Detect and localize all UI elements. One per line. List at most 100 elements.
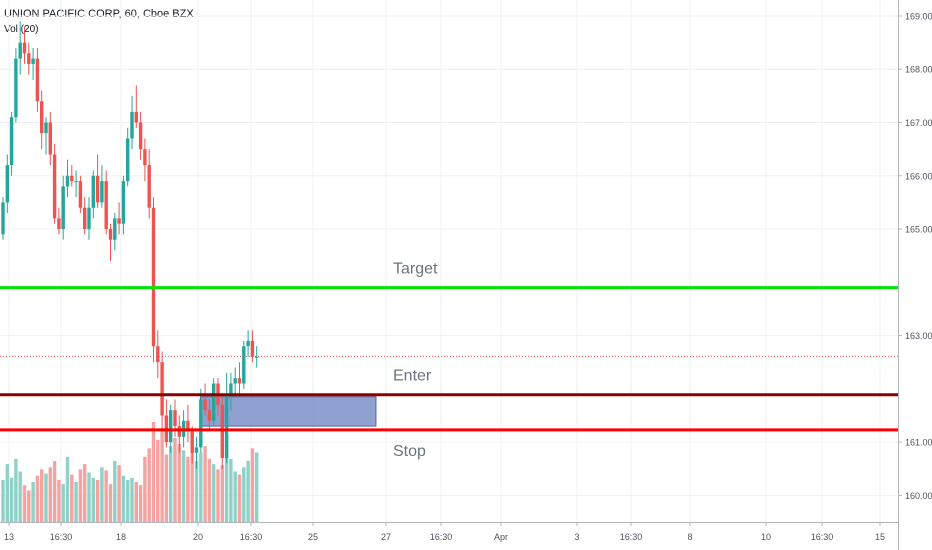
candle-body [250,340,255,357]
volume-bar [9,477,14,522]
volume-indicator-label[interactable]: Vol (20) [4,24,39,35]
volume-bar [237,474,242,522]
volume-bar [87,472,91,522]
volume-bar [83,464,87,522]
volume-bar [233,471,237,522]
candle-body [233,378,237,384]
volume-bar [31,482,35,522]
volume-bar [1,479,5,522]
volume-bar [143,456,147,522]
time-tick-label: 27 [381,532,391,542]
candle-body [9,117,14,166]
volume-bar [151,422,156,522]
volume-bar [78,469,83,522]
price-tick-label: 163.00 [905,331,932,341]
volume-bar [61,484,65,522]
volume-bar [181,450,186,522]
volume-bar [113,460,117,522]
candles [1,21,259,469]
candle-body [14,58,18,118]
volume-bar [186,456,190,522]
volume-bar [255,452,259,522]
time-tick-label: 16:30 [430,532,453,542]
time-tick-label: 18 [116,532,126,542]
volume-bar [134,482,138,522]
volume-bar [108,484,113,522]
price-tick-label: 165.00 [905,225,932,235]
candle-body [255,356,259,358]
volume-bar [65,456,70,522]
volume-bar [40,469,44,522]
time-tick-label: 16:30 [50,532,73,542]
price-tick-label: 169.00 [905,11,932,21]
volume-bar [14,458,18,522]
time-tick-label: 20 [193,532,203,542]
candle-body [57,218,61,230]
candle-body [104,181,108,230]
volume-bar [216,469,220,522]
volume-bar [250,448,255,522]
candle-body [70,175,74,182]
volume-bars [1,422,259,522]
volume-bar [147,448,151,522]
volume-bar [91,477,95,522]
volume-bar [57,479,61,522]
time-tick-label: 13 [4,532,14,542]
candle-body [5,165,9,203]
level-label-target: Target [393,261,438,278]
volume-bar [130,477,134,522]
time-tick-label: 3 [574,532,579,542]
candle-body [74,181,78,183]
candle-body [130,111,134,139]
time-tick-label: 15 [875,532,885,542]
candle-body [78,181,83,208]
candle-body [138,122,143,150]
candle-body [113,218,117,240]
candle-body [121,181,126,224]
candle-body [212,383,216,421]
candle-body [224,394,229,459]
candle-body [117,218,121,224]
volume-bar [52,460,57,522]
volume-bar [224,435,229,522]
candle-body [160,362,164,416]
volume-bar [70,474,74,522]
candle-body [229,383,233,395]
chart-title: UNION PACIFIC CORP, 60, Cboe BZX [4,8,194,20]
volume-bar [199,452,203,522]
candle-body [95,175,100,203]
price-axis: 169.00 168.00 167.00 166.00 165.00 163.00 161.… [898,0,932,550]
candle-body [194,447,199,453]
candle-body [143,149,147,166]
price-axis-bg [898,0,932,550]
volume-bar [35,475,40,522]
volume-bar [194,460,199,522]
volume-bar [164,454,169,522]
candle-body [246,340,250,347]
candle-body [1,202,5,235]
candle-body [237,378,242,384]
time-axis: 13 16:30 18 20 16:30 25 27 16:30 Apr 3 16:30 8 10 16:… [0,522,898,550]
candle-body [61,186,65,230]
volume-bar [121,475,126,522]
candle-body [220,404,224,459]
candle-body [65,175,70,187]
volume-bar [242,467,246,522]
level-label-enter: Enter [393,368,432,385]
volume-bar [173,437,177,522]
candle-body [83,207,87,230]
volume-bar [138,485,143,522]
candle-body [18,42,22,59]
volume-bar [22,485,27,522]
candle-body [40,101,44,134]
candle-body [108,229,113,240]
volume-bar [126,479,130,522]
candle-body [126,138,130,182]
time-tick-label: Apr [494,532,508,542]
candle-body [242,346,246,384]
volume-bar [104,470,108,522]
volume-bar [117,465,121,522]
volume-bar [27,490,31,522]
time-tick-label: 16:30 [240,532,263,542]
